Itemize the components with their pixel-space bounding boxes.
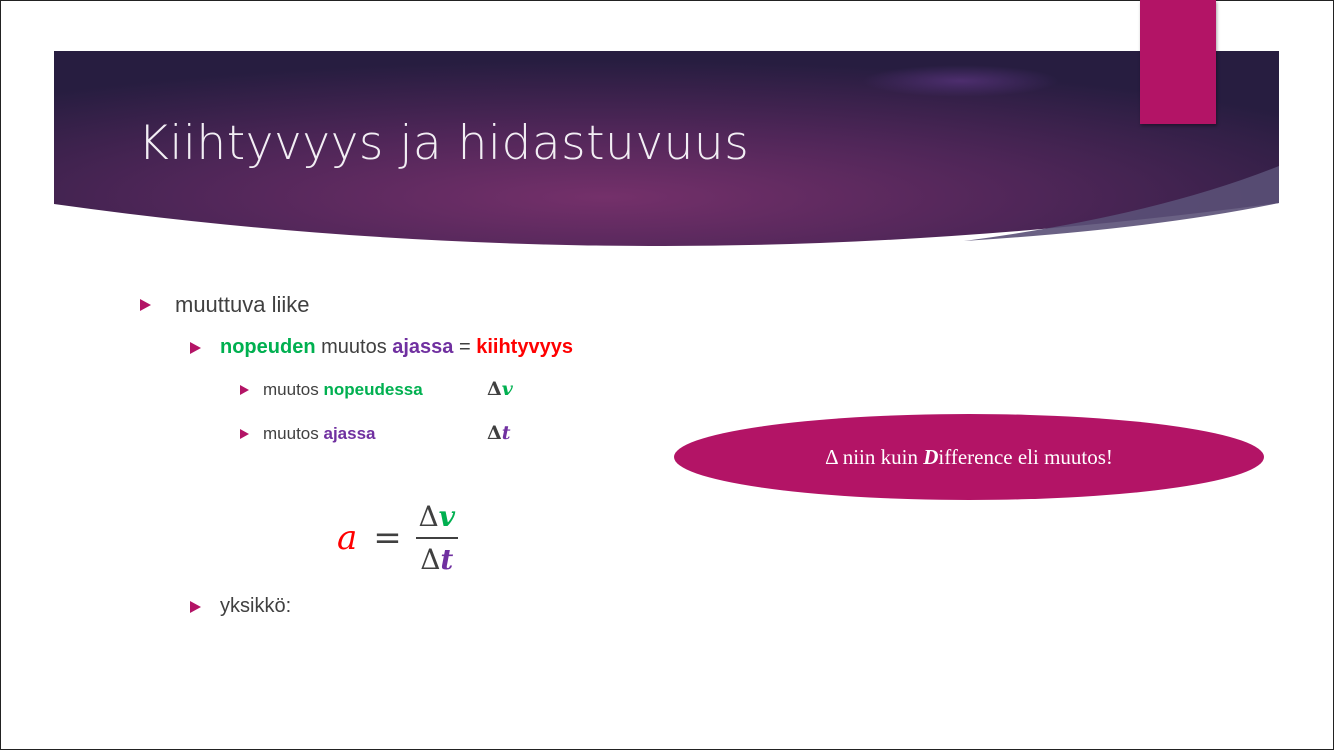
bullet-triangle-icon: [190, 341, 201, 354]
bullet-triangle-icon: [140, 299, 151, 311]
bullet-triangle-icon: [240, 429, 249, 439]
sub-bullet-time: muutos ajassa: [240, 424, 375, 444]
bullet-muuttuva-liike: muuttuva liike: [140, 292, 310, 318]
t-symbol: t: [440, 543, 454, 576]
formula-numerator: Δv: [419, 500, 456, 533]
formula-equals: =: [373, 518, 402, 558]
bullet-definition: nopeuden muutos ajassa = kiihtyvyys: [190, 336, 573, 359]
sub-text: muutos: [263, 424, 324, 443]
callout-text-part: ifference eli muutos!: [938, 444, 1113, 469]
delta-glyph: Δ: [825, 444, 838, 469]
word-nopeuden: nopeuden: [220, 336, 316, 358]
bullet-triangle-icon: [240, 385, 249, 395]
word-ajassa: ajassa: [392, 336, 454, 358]
word-ajassa: ajassa: [323, 424, 376, 443]
bullet-unit: yksikkö:: [190, 595, 291, 618]
accent-rectangle: [1140, 0, 1216, 124]
callout-text-part: niin kuin: [837, 444, 924, 469]
word-kiihtyvyys: kiihtyvyys: [476, 336, 573, 358]
bullet-triangle-icon: [190, 600, 201, 613]
t-symbol: t: [501, 422, 511, 444]
delta-symbol: Δ: [487, 378, 502, 400]
bullet-text: yksikkö:: [220, 595, 292, 617]
formula-denominator: Δt: [420, 543, 453, 576]
word-muutos: muutos: [315, 336, 393, 358]
word-nopeudessa: nopeudessa: [323, 380, 423, 399]
callout-bold-d: D: [923, 444, 939, 469]
callout-text: Δ niin kuin Difference eli muutos!: [825, 445, 1113, 470]
delta-symbol: Δ: [418, 500, 439, 533]
slide-title: Kiihtyvyys ja hidastuvuus: [138, 116, 750, 171]
fraction-bar: [415, 537, 458, 539]
sub-bullet-velocity: muutos nopeudessa: [240, 380, 423, 400]
title-banner: [54, 51, 1279, 251]
bullet-text: muuttuva liike: [175, 292, 310, 317]
delta-symbol: Δ: [487, 422, 502, 444]
formula-fraction: Δv Δt: [415, 500, 458, 576]
sub-text: muutos: [263, 380, 324, 399]
acceleration-formula: a = Δv Δt: [337, 500, 458, 576]
v-symbol: v: [438, 500, 456, 533]
formula-a: a: [337, 518, 358, 558]
v-symbol: v: [501, 378, 513, 400]
delta-symbol: Δ: [420, 543, 441, 576]
callout-ellipse: Δ niin kuin Difference eli muutos!: [674, 414, 1264, 500]
equals-sign: =: [453, 336, 477, 358]
